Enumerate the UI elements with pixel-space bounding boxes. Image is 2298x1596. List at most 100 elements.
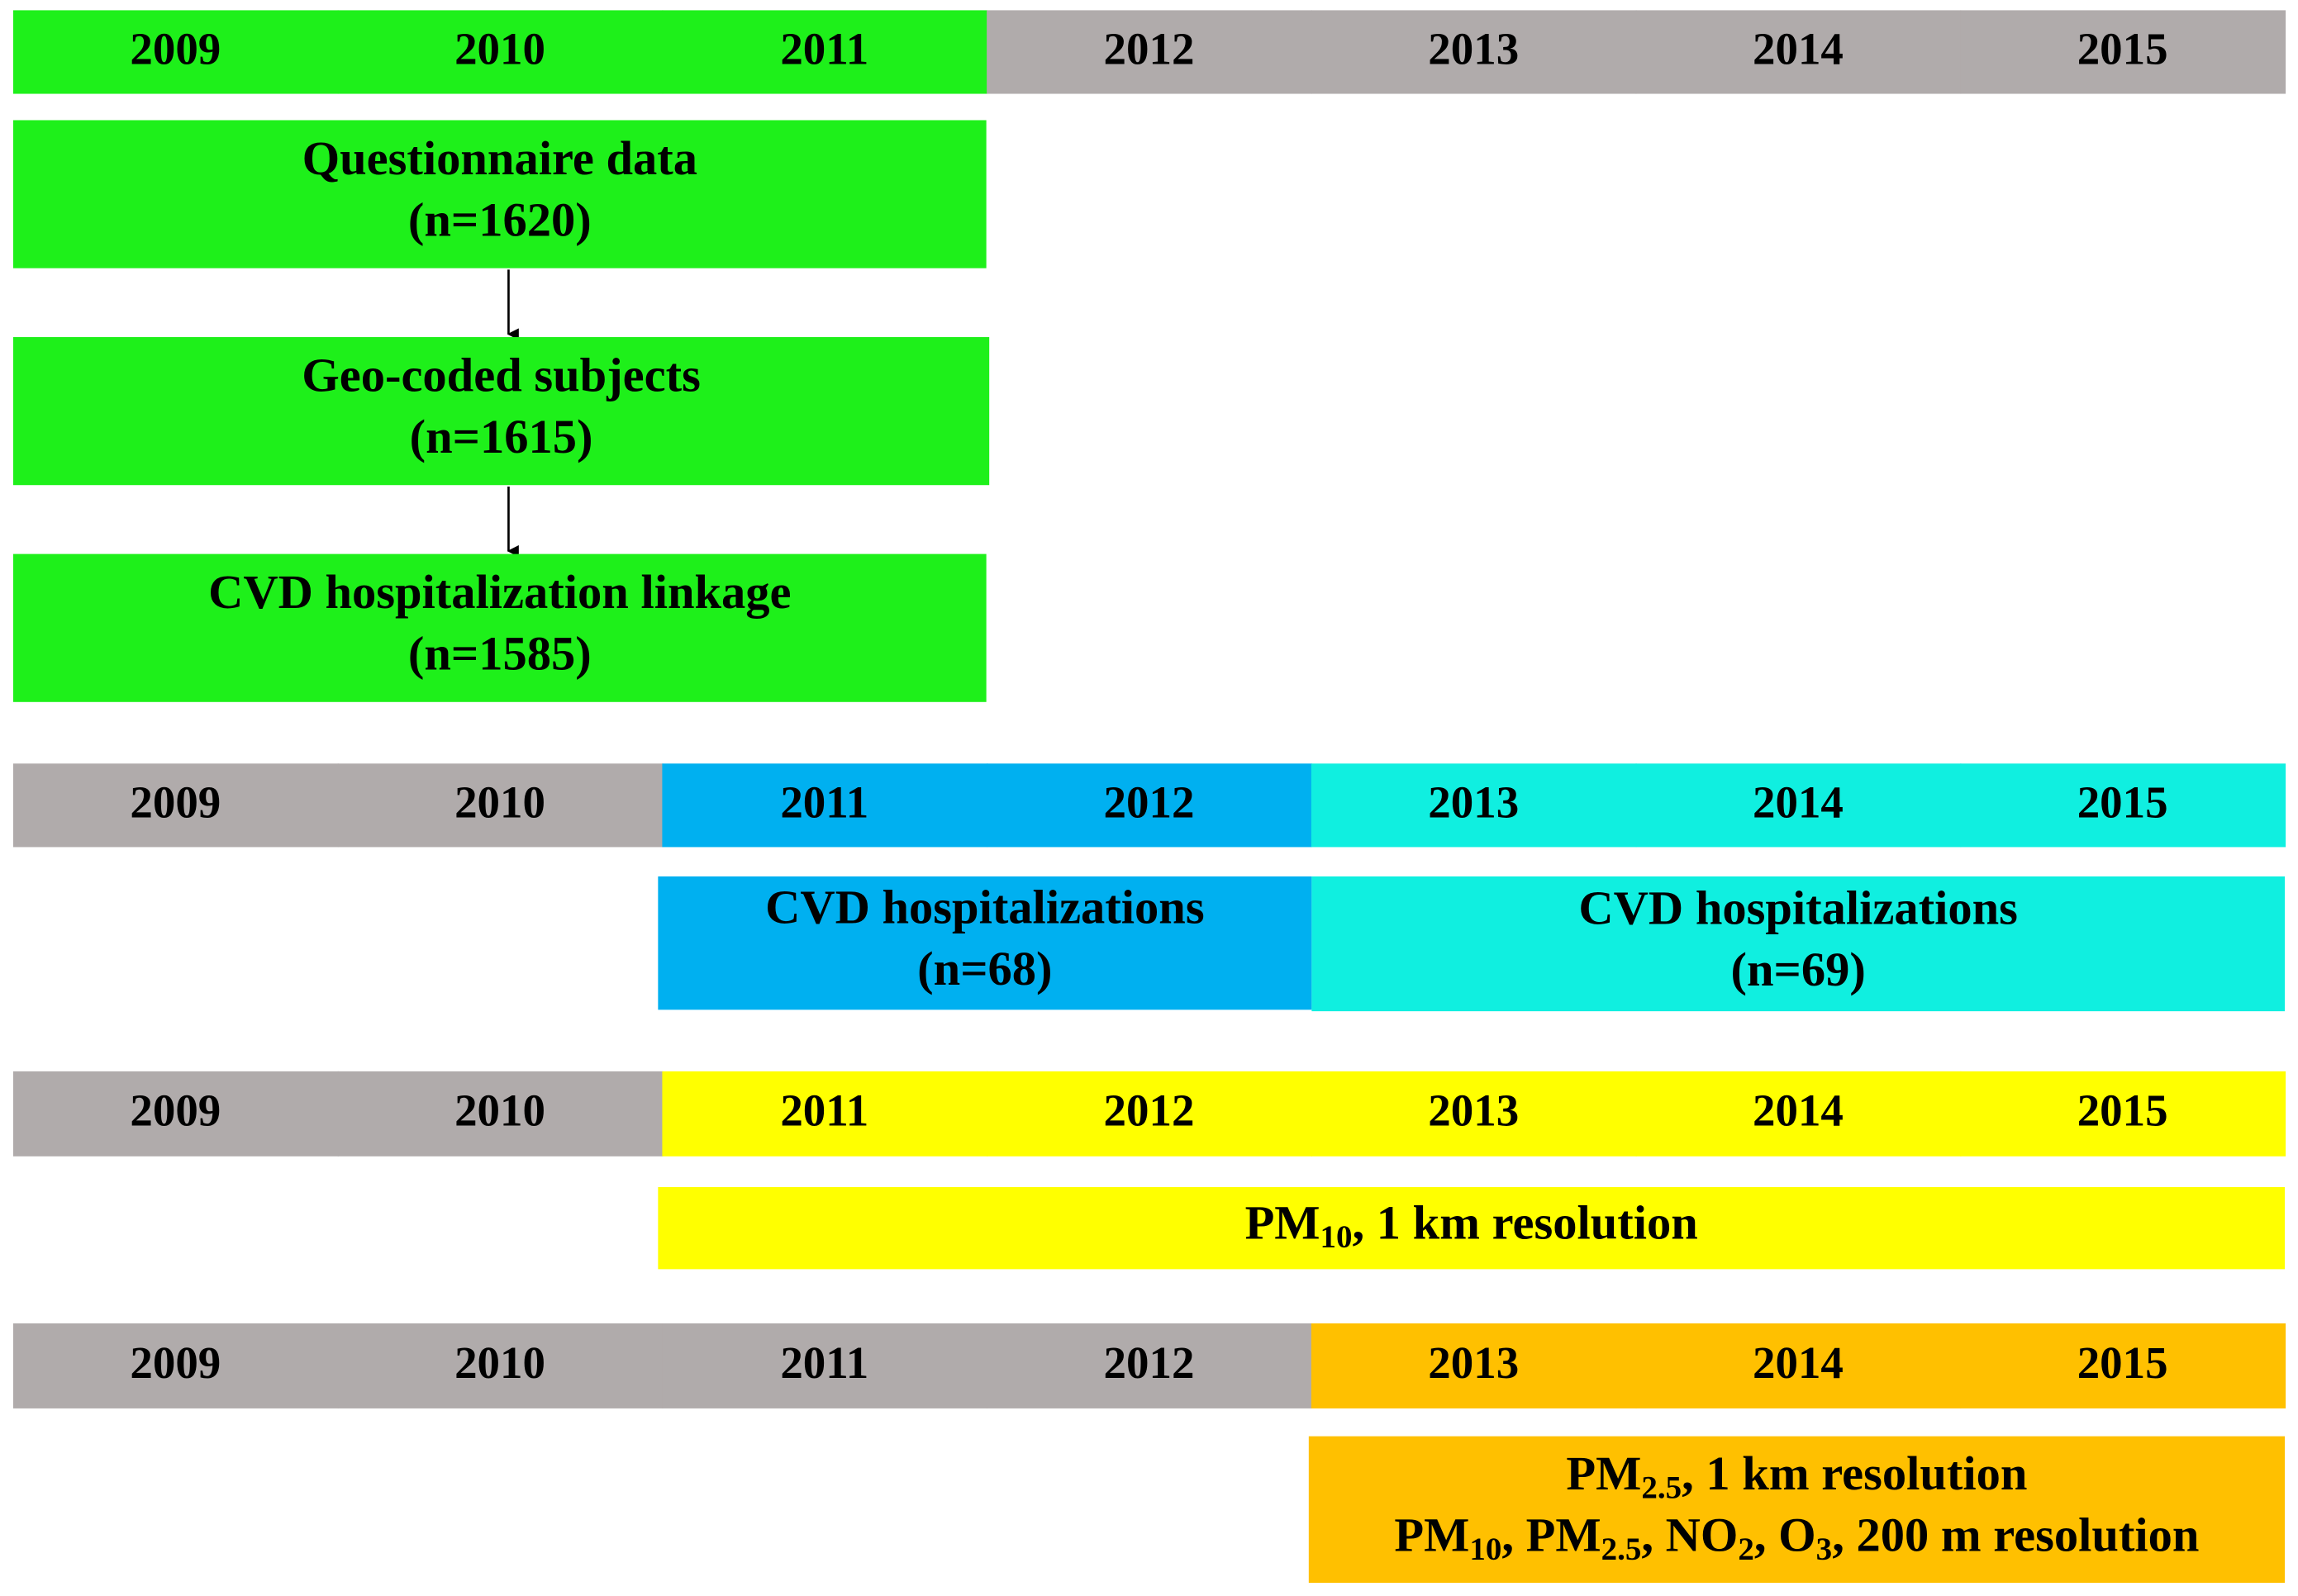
year-cell <box>12 1071 339 1157</box>
text-run: CVD hospitalizations <box>765 881 1205 934</box>
box <box>658 1187 2286 1270</box>
text-run: (n=68) <box>917 942 1052 995</box>
box-label: Geo-coded subjects <box>302 349 701 402</box>
year-cell <box>1960 1323 2286 1408</box>
subscript: 2 <box>1738 1532 1754 1567</box>
box <box>12 337 990 486</box>
text-run: PM <box>1566 1447 1641 1501</box>
year-cell <box>1960 10 2286 94</box>
box <box>12 553 987 702</box>
year-cell <box>1635 10 1962 94</box>
year-cell <box>1635 1323 1962 1408</box>
text-run: , 1 km resolution <box>1682 1447 2027 1501</box>
text-run: , PM <box>1501 1508 1601 1562</box>
year-cell <box>987 763 1312 848</box>
box-label: CVD hospitalizations <box>765 881 1205 934</box>
year-cell <box>662 1323 988 1408</box>
year-label: 2014 <box>1753 23 1844 74</box>
year-cell <box>662 10 988 94</box>
box <box>1311 876 2286 1012</box>
box-label: PM10​, 1 km resolution <box>1245 1196 1698 1255</box>
text-run: , NO <box>1641 1508 1738 1562</box>
year-cell <box>12 10 339 94</box>
year-label: 2011 <box>780 1085 868 1136</box>
year-label: 2013 <box>1428 23 1519 74</box>
year-label: 2012 <box>1104 23 1195 74</box>
subscript: 2.5 <box>1641 1470 1682 1505</box>
box <box>1308 1436 2286 1584</box>
text-run: (n=1585) <box>408 627 592 681</box>
text-run: PM <box>1394 1508 1469 1562</box>
text-run: , 1 km resolution <box>1353 1196 1698 1250</box>
box-label: (n=1615) <box>410 410 593 463</box>
year-cell <box>987 10 1312 94</box>
year-cell <box>337 763 664 848</box>
year-cell <box>662 1071 988 1157</box>
subscript: 10 <box>1320 1219 1353 1255</box>
text-run: CVD hospitalization linkage <box>208 565 791 619</box>
year-label: 2011 <box>780 23 868 74</box>
year-label: 2015 <box>2077 1337 2168 1388</box>
year-label: 2015 <box>2077 1085 2168 1136</box>
year-cell <box>1311 1071 1637 1157</box>
year-label: 2010 <box>454 1085 545 1136</box>
year-cell <box>1635 1071 1962 1157</box>
text-run: Geo-coded subjects <box>302 349 701 402</box>
box-label: Questionnaire data <box>302 131 697 185</box>
year-label: 2012 <box>1104 777 1195 827</box>
year-label: 2010 <box>454 23 545 74</box>
text-run: Questionnaire data <box>302 131 697 185</box>
text-run: CVD hospitalizations <box>1578 881 2018 935</box>
text-run: , O <box>1754 1508 1816 1562</box>
year-label: 2014 <box>1753 1085 1844 1136</box>
box-label: PM2.5​, 1 km resolution <box>1566 1447 2027 1506</box>
year-label: 2011 <box>780 1337 868 1388</box>
text-run: , 200 m resolution <box>1832 1508 2199 1562</box>
year-label: 2009 <box>130 777 221 827</box>
box-label: CVD hospitalization linkage <box>208 565 791 619</box>
text-run: (n=69) <box>1731 943 1866 996</box>
year-cell <box>1311 10 1637 94</box>
year-cell <box>987 1071 1312 1157</box>
year-label: 2015 <box>2077 777 2168 827</box>
year-cell <box>1311 763 1637 848</box>
year-cell <box>987 1323 1312 1408</box>
subscript: 3 <box>1816 1532 1833 1567</box>
box-label: (n=68) <box>917 942 1052 995</box>
year-cell <box>337 1071 664 1157</box>
year-label: 2013 <box>1428 1085 1519 1136</box>
year-label: 2012 <box>1104 1085 1195 1136</box>
text-run: PM <box>1245 1196 1320 1250</box>
year-label: 2010 <box>454 1337 545 1388</box>
box-label: (n=1620) <box>408 193 592 247</box>
year-cell <box>12 763 339 848</box>
subscript: 2.5 <box>1601 1532 1642 1567</box>
year-cell <box>662 763 988 848</box>
year-cell <box>1635 763 1962 848</box>
year-label: 2013 <box>1428 1337 1519 1388</box>
year-label: 2012 <box>1104 1337 1195 1388</box>
year-cell <box>337 1323 664 1408</box>
year-label: 2013 <box>1428 777 1519 827</box>
year-label: 2009 <box>130 23 221 74</box>
box <box>12 120 987 268</box>
year-cell <box>12 1323 339 1408</box>
year-cell <box>1960 1071 2286 1157</box>
year-cell <box>1311 1323 1637 1408</box>
year-label: 2014 <box>1753 777 1844 827</box>
box-label: (n=69) <box>1731 943 1866 996</box>
year-label: 2010 <box>454 777 545 827</box>
year-cell <box>337 10 664 94</box>
year-label: 2009 <box>130 1085 221 1136</box>
box <box>658 876 1312 1010</box>
box-label: PM10​, PM2.5​, NO2​, O3​, 200 m resoluti… <box>1394 1508 2199 1567</box>
text-run: (n=1620) <box>408 193 592 247</box>
year-cell <box>1960 763 2286 848</box>
year-label: 2014 <box>1753 1337 1844 1388</box>
box-label: CVD hospitalizations <box>1578 881 2018 935</box>
year-label: 2015 <box>2077 23 2168 74</box>
year-label: 2011 <box>780 777 868 827</box>
subscript: 10 <box>1469 1532 1501 1567</box>
